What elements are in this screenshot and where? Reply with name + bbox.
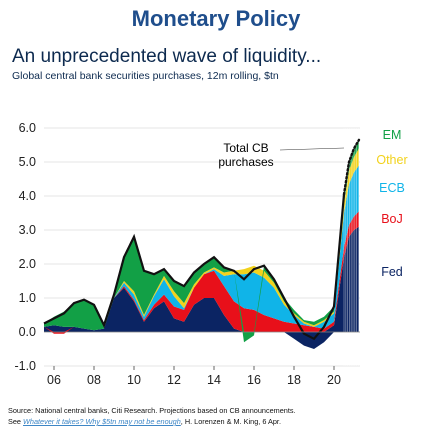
x-tick-label: 12 <box>167 373 181 387</box>
x-tick-label: 06 <box>47 373 61 387</box>
x-tick-label: 08 <box>87 373 101 387</box>
y-tick-label: -1.0 <box>14 359 36 373</box>
chart-areas <box>43 128 361 366</box>
total-cb-line <box>43 194 346 341</box>
liquidity-chart: 6.0 5.0 4.0 3.0 2.0 1.0 0.0 -1.0 06 08 10 12 14 16 18 2… <box>14 121 407 387</box>
x-tick-label: 10 <box>127 373 141 387</box>
x-tick-label: 16 <box>247 373 261 387</box>
y-tick-label: 5.0 <box>19 155 36 169</box>
legend-ecb: ECB <box>379 181 405 195</box>
chart-legend: EM Other ECB BoJ Fed <box>376 128 407 279</box>
total-label-line2: purchases <box>218 155 273 169</box>
y-tick-label: 1.0 <box>19 291 36 305</box>
legend-boj: BoJ <box>381 212 403 226</box>
footer-source: Source: National central banks, Citi Res… <box>8 406 296 415</box>
chart-axes: 6.0 5.0 4.0 3.0 2.0 1.0 0.0 -1.0 06 08 10 12 14 16 18 2… <box>14 121 360 387</box>
total-label-line1: Total CB <box>223 141 268 155</box>
page-title: Monetary Policy <box>131 6 301 31</box>
legend-other: Other <box>376 153 407 167</box>
footer-see: See <box>8 417 24 426</box>
report-link[interactable]: Whatever it takes? Why $5tn may not be e… <box>23 417 181 426</box>
total-pointer <box>279 147 345 151</box>
area-fed <box>44 226 359 349</box>
footer-reference: See Whatever it takes? Why $5tn may not … <box>8 417 428 426</box>
total-cb-projection <box>342 138 361 196</box>
chart-subtitle: Global central bank securities purchases… <box>12 70 279 82</box>
legend-em: EM <box>383 128 402 142</box>
chart-title: An unprecedented wave of liquidity... <box>12 46 322 67</box>
y-tick-label: 0.0 <box>19 325 36 339</box>
y-tick-label: 3.0 <box>19 223 36 237</box>
y-tick-label: 6.0 <box>19 121 36 135</box>
x-tick-label: 20 <box>327 373 341 387</box>
footer-authors: , H. Lorenzen & M. King, 6 Apr. <box>180 417 281 426</box>
x-tick-label: 14 <box>207 373 221 387</box>
y-tick-label: 2.0 <box>19 257 36 271</box>
y-tick-label: 4.0 <box>19 189 36 203</box>
x-tick-label: 18 <box>287 373 301 387</box>
legend-fed: Fed <box>381 265 403 279</box>
